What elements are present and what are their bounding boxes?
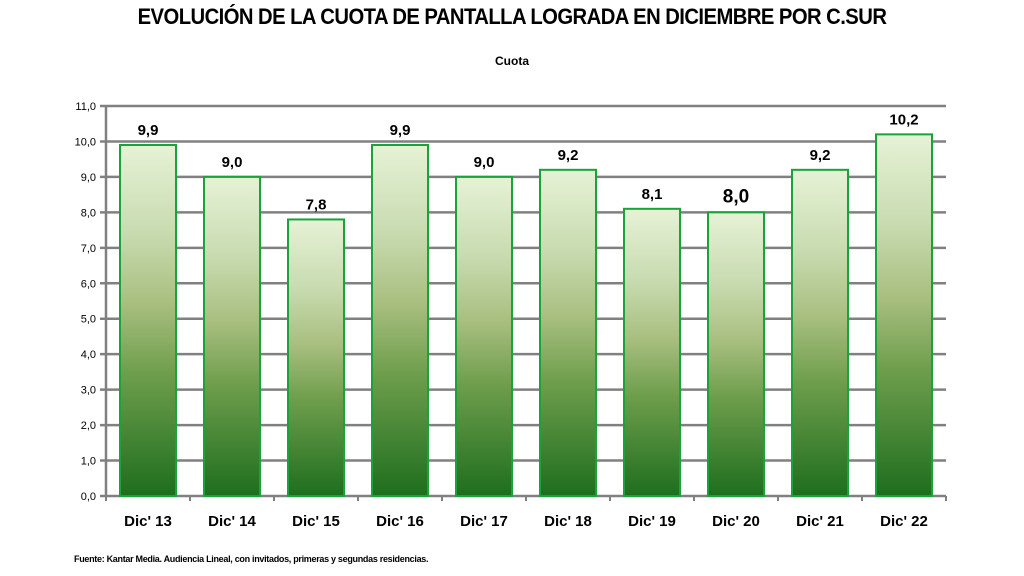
y-tick-label: 4,0 bbox=[81, 349, 96, 361]
y-tick-label: 10,0 bbox=[75, 136, 96, 148]
bar bbox=[875, 133, 933, 497]
y-tick-label: 8,0 bbox=[81, 207, 96, 219]
data-label: 9,2 bbox=[558, 147, 579, 164]
x-tick-label: Dic' 13 bbox=[124, 513, 172, 530]
data-label: 9,0 bbox=[222, 154, 243, 171]
x-tick-label: Dic' 19 bbox=[628, 513, 676, 530]
x-tick-label: Dic' 16 bbox=[376, 513, 424, 530]
x-tick-label: Dic' 17 bbox=[460, 513, 508, 530]
bar bbox=[203, 175, 261, 497]
data-label: 7,8 bbox=[306, 196, 327, 213]
y-tick-label: 3,0 bbox=[81, 385, 96, 397]
x-tick-label: Dic' 22 bbox=[880, 513, 928, 530]
data-label: 10,2 bbox=[889, 111, 918, 128]
y-tick-label: 0,0 bbox=[81, 491, 96, 503]
bar bbox=[707, 211, 765, 497]
data-label: 9,2 bbox=[810, 147, 831, 164]
bar bbox=[371, 144, 429, 497]
y-tick-label: 7,0 bbox=[81, 243, 96, 255]
bars: 9,9 9,0 7,8 9,9 9,0 9,2 8,1 8,0 9,2 10,2 bbox=[119, 111, 933, 497]
data-label: 8,0 bbox=[723, 186, 749, 207]
y-tick-label: 1,0 bbox=[81, 456, 96, 468]
chart-title: EVOLUCIÓN DE LA CUOTA DE PANTALLA LOGRAD… bbox=[137, 4, 887, 29]
x-axis: Dic' 13 Dic' 14 Dic' 15 Dic' 16 Dic' 17 Dic' … bbox=[105, 496, 947, 530]
x-tick-label: Dic' 20 bbox=[712, 513, 760, 530]
y-tick-label: 2,0 bbox=[81, 420, 96, 432]
x-tick-label: Dic' 18 bbox=[544, 513, 592, 530]
bar bbox=[791, 168, 849, 497]
x-tick-label: Dic' 15 bbox=[292, 513, 340, 530]
chart-subtitle: Cuota bbox=[495, 54, 529, 68]
data-label: 9,0 bbox=[474, 154, 495, 171]
bar bbox=[539, 168, 597, 497]
bar bbox=[119, 144, 177, 497]
y-tick-label: 5,0 bbox=[81, 314, 96, 326]
y-tick-label: 9,0 bbox=[81, 172, 96, 184]
y-axis: 0,0 1,0 2,0 3,0 4,0 5,0 6,0 7,0 8,0 9,0 10,0 11,0 bbox=[75, 101, 108, 503]
data-label: 8,1 bbox=[642, 186, 663, 203]
data-label: 9,9 bbox=[138, 122, 159, 139]
bar bbox=[455, 175, 513, 497]
x-tick-label: Dic' 21 bbox=[796, 513, 844, 530]
bar bbox=[623, 207, 681, 497]
y-tick-label: 6,0 bbox=[81, 278, 96, 290]
data-label: 9,9 bbox=[390, 122, 411, 139]
source-footnote: Fuente: Kantar Media. Audiencia Lineal, … bbox=[74, 554, 429, 564]
bar bbox=[287, 218, 345, 497]
x-tick-label: Dic' 14 bbox=[208, 513, 256, 530]
y-tick-label: 11,0 bbox=[75, 101, 96, 113]
